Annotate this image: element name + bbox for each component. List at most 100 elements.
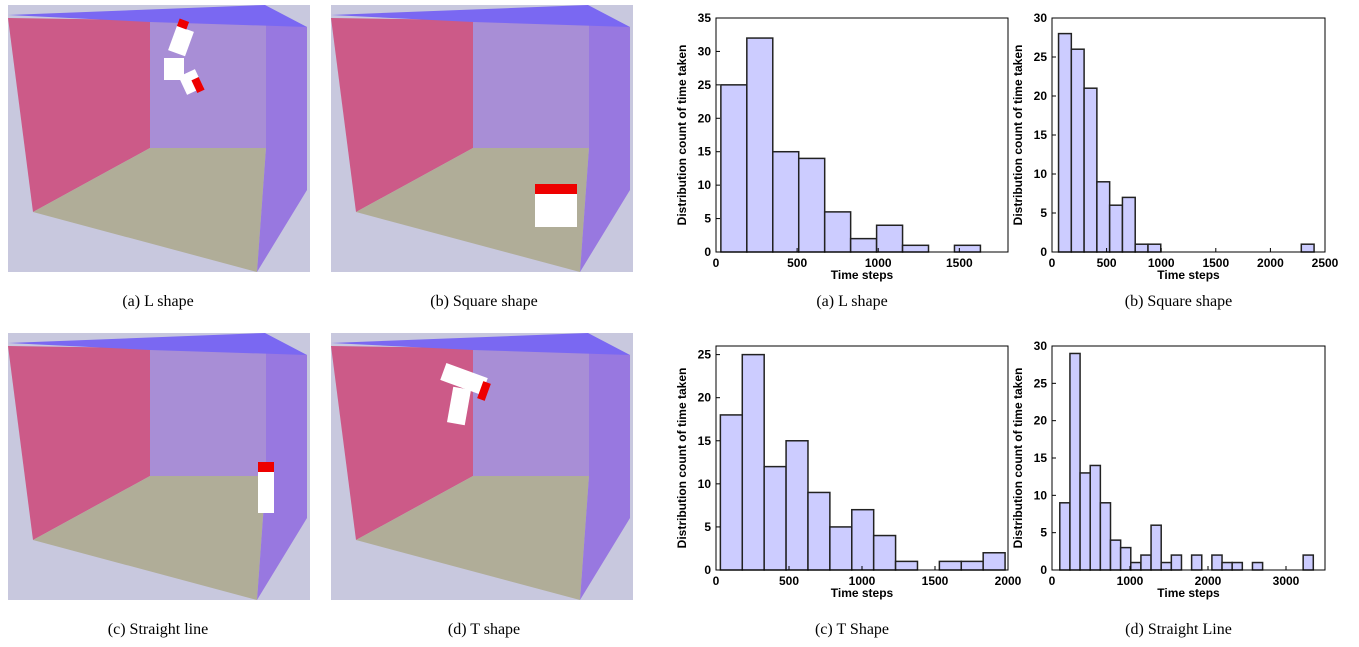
bar [1232, 563, 1242, 570]
render-caption: (b) Square shape [430, 293, 538, 310]
y-tick-label: 15 [1034, 451, 1048, 465]
bar [1222, 563, 1232, 570]
bar [1059, 34, 1072, 252]
x-tick-label: 0 [1049, 256, 1056, 270]
y-tick-label: 25 [698, 348, 712, 362]
bar [773, 152, 799, 252]
chart-caption: (d) Straight Line [1125, 621, 1232, 638]
bar [851, 239, 877, 252]
bar [1084, 88, 1097, 252]
x-tick-label: 1500 [946, 256, 973, 270]
x-axis-label: Time steps [1157, 268, 1220, 282]
x-tick-label: 500 [779, 574, 799, 588]
bar [1151, 525, 1161, 570]
page: (a) L shape (b) Square shape (c) Straigh… [0, 0, 1359, 647]
render-caption: (d) T shape [448, 621, 520, 638]
bar [825, 212, 851, 252]
bar [1080, 473, 1090, 570]
y-tick-label: 20 [698, 111, 712, 125]
x-tick-label: 500 [787, 256, 807, 270]
y-tick-label: 0 [704, 563, 711, 577]
bar [721, 85, 747, 252]
bar [961, 561, 983, 570]
bar [1097, 182, 1110, 252]
bar [830, 527, 852, 570]
render-b [331, 5, 633, 272]
y-tick-label: 10 [698, 178, 712, 192]
bar [747, 38, 773, 252]
bar [786, 441, 808, 570]
bar [1303, 555, 1313, 570]
bar [1141, 555, 1151, 570]
x-tick-label: 0 [713, 256, 720, 270]
render-d [331, 333, 633, 600]
bar [877, 225, 903, 252]
y-tick-label: 20 [1034, 414, 1048, 428]
bar [1111, 540, 1121, 570]
chart-caption: (a) L shape [816, 293, 887, 310]
bar [808, 492, 830, 570]
bar [799, 158, 825, 252]
bar [1060, 503, 1070, 570]
x-axis-label: Time steps [831, 586, 894, 600]
bar [1252, 563, 1262, 570]
bar [1148, 244, 1161, 252]
render-caption: (c) Straight line [108, 621, 208, 638]
bar [1090, 465, 1100, 570]
y-tick-label: 20 [1034, 89, 1048, 103]
y-tick-label: 0 [704, 245, 711, 259]
bar [954, 245, 980, 252]
render-caption: (a) L shape [122, 293, 193, 310]
y-tick-label: 10 [698, 477, 712, 491]
bar [1071, 49, 1084, 252]
render-c [8, 333, 310, 600]
chart-caption: (b) Square shape [1125, 293, 1233, 310]
y-tick-label: 30 [698, 44, 712, 58]
bar [1100, 503, 1110, 570]
x-tick-label: 0 [1049, 574, 1056, 588]
bar [1110, 205, 1123, 252]
bar [874, 536, 896, 570]
y-axis-label: Distribution count of time taken [675, 368, 689, 549]
bar [1131, 563, 1141, 570]
y-tick-label: 15 [1034, 128, 1048, 142]
y-tick-label: 30 [1034, 11, 1048, 25]
bar [1122, 197, 1135, 252]
bar [720, 415, 742, 570]
x-tick-label: 1000 [1117, 574, 1144, 588]
x-tick-label: 500 [1097, 256, 1117, 270]
y-tick-label: 15 [698, 434, 712, 448]
bar [1161, 563, 1171, 570]
bar [903, 245, 929, 252]
x-tick-label: 2500 [1312, 256, 1339, 270]
y-tick-label: 5 [1040, 206, 1047, 220]
bar [742, 355, 764, 570]
bar [1121, 548, 1131, 570]
bar [983, 553, 1005, 570]
bar [1301, 244, 1314, 252]
bar [1135, 244, 1148, 252]
render-a [8, 5, 310, 272]
y-axis-label: Distribution count of time taken [675, 45, 689, 226]
y-tick-label: 30 [1034, 339, 1048, 353]
y-tick-label: 15 [698, 145, 712, 159]
x-tick-label: 2000 [995, 574, 1022, 588]
x-tick-label: 3000 [1273, 574, 1300, 588]
y-tick-label: 20 [698, 391, 712, 405]
y-tick-label: 35 [698, 11, 712, 25]
y-tick-label: 5 [704, 212, 711, 226]
y-tick-label: 5 [1040, 526, 1047, 540]
y-axis-label: Distribution count of time taken [1011, 45, 1025, 226]
bar [1212, 555, 1222, 570]
bar [1070, 353, 1080, 570]
x-tick-label: 1500 [922, 574, 949, 588]
bar [1192, 555, 1202, 570]
y-tick-label: 25 [698, 78, 712, 92]
y-tick-label: 25 [1034, 50, 1048, 64]
x-tick-label: 0 [713, 574, 720, 588]
bar [896, 561, 918, 570]
y-tick-label: 5 [704, 520, 711, 534]
y-tick-label: 25 [1034, 376, 1048, 390]
bar [939, 561, 961, 570]
y-tick-label: 0 [1040, 245, 1047, 259]
